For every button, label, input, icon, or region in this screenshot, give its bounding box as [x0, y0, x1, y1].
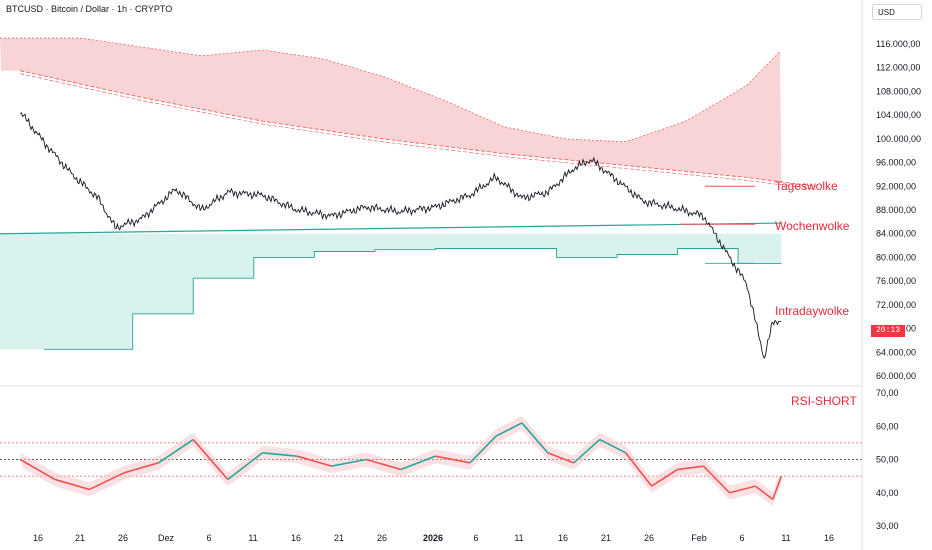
rsi-line-segment	[365, 458, 402, 471]
rsi-axis-tick: 70,00	[876, 388, 899, 398]
weekly-cloud-step-line	[44, 248, 782, 350]
rsi-line-segment	[19, 458, 56, 481]
time-axis-tick: 6	[206, 533, 211, 543]
time-axis-tick: 6	[473, 533, 478, 543]
annotation-tageswolke: Tageswolke	[775, 179, 838, 193]
rsi-line-segment	[227, 452, 263, 481]
time-axis-tick: 11	[248, 533, 257, 543]
time-axis-tick: 16	[33, 533, 43, 543]
time-axis-tick: 21	[601, 533, 611, 543]
rsi-line-segment	[573, 438, 601, 464]
price-axis-tick: 104.000,00	[876, 110, 921, 120]
time-axis-tick: 26	[644, 533, 654, 543]
time-axis-tick: 16	[824, 533, 834, 543]
price-axis-tick: 60.000,00	[876, 371, 916, 381]
daily-cloud-area	[0, 38, 782, 182]
time-axis-tick: 6	[739, 533, 744, 543]
time-axis-tick: 21	[75, 533, 85, 543]
time-axis-tick: 21	[334, 533, 344, 543]
rsi-line-segment	[495, 422, 523, 437]
rsi-line-segment	[521, 422, 549, 454]
moving-average-line-2	[20, 73, 817, 190]
price-axis-tick: 116.000,00	[876, 39, 920, 49]
annotation-wochenwolke: Wochenwolke	[775, 219, 850, 233]
moving-average-line	[20, 70, 817, 187]
rsi-line-segment	[89, 472, 125, 491]
rsi-line-segment	[331, 458, 367, 467]
rsi-axis-tick: 60,00	[876, 421, 899, 431]
rsi-line-segment	[435, 455, 471, 464]
time-axis-tick: Dez	[158, 533, 175, 543]
annotation-rsi-short: RSI-SHORT	[791, 394, 857, 408]
price-axis-tick: 112.000,00	[876, 63, 920, 73]
price-axis-tick: 72.000,00	[876, 300, 916, 310]
price-axis-tick: 100.000,00	[876, 134, 921, 144]
rsi-line-segment	[400, 455, 436, 471]
time-axis-tick: 16	[558, 533, 568, 543]
price-axis-tick: 96.000,00	[876, 158, 916, 168]
rsi-axis-tick: 30,00	[876, 521, 899, 531]
price-axis-tick: 84.000,00	[876, 229, 916, 239]
time-axis-tick: 26	[377, 533, 387, 543]
time-axis-tick: 11	[781, 533, 790, 543]
price-axis-tick: 76.000,00	[876, 276, 916, 286]
rsi-line-segment	[469, 435, 497, 464]
time-axis-tick: 2026	[423, 533, 443, 543]
rsi-line-segment	[729, 485, 756, 494]
rsi-line-segment	[702, 465, 731, 494]
rsi-line-segment	[262, 452, 298, 457]
symbol-title: BTCUSD · Bitcoin / Dollar · 1h · CRYPTO	[6, 4, 173, 14]
rsi-line-segment	[547, 452, 575, 464]
time-axis-tick: Feb	[691, 533, 707, 543]
rsi-line-segment	[296, 455, 332, 467]
annotation-intradaywolke: Intradaywolke	[775, 304, 850, 318]
time-axis-tick: 26	[118, 533, 128, 543]
currency-button[interactable]: USD	[872, 4, 922, 20]
price-axis-tick: 80.000,00	[876, 252, 916, 262]
price-axis-tick: 64.000,00	[876, 347, 916, 357]
rsi-axis-tick: 50,00	[876, 455, 899, 465]
time-axis-tick: 11	[514, 533, 523, 543]
rsi-line-segment	[192, 439, 229, 480]
rsi-cloud	[20, 416, 782, 507]
price-line	[19, 112, 781, 360]
current-price-badge: 20:13	[871, 325, 905, 337]
rsi-line-segment	[651, 468, 679, 487]
rsi-line-segment	[54, 478, 90, 491]
price-axis-tick: 108.000,00	[876, 86, 921, 96]
rsi-axis-tick: 40,00	[876, 488, 899, 498]
rsi-line-segment	[158, 438, 194, 464]
rsi-line-segment	[625, 452, 653, 487]
price-axis-tick: 92.000,00	[876, 181, 916, 191]
time-axis-tick: 16	[291, 533, 301, 543]
weekly-cloud-area	[0, 233, 782, 350]
weekly-base-line	[0, 222, 782, 235]
rsi-line-segment	[772, 475, 783, 500]
rsi-line-segment	[677, 465, 704, 471]
rsi-line-segment	[754, 485, 774, 501]
rsi-line-segment	[123, 462, 159, 474]
rsi-line-segment	[599, 438, 627, 454]
price-axis-tick: 88.000,00	[876, 205, 916, 215]
